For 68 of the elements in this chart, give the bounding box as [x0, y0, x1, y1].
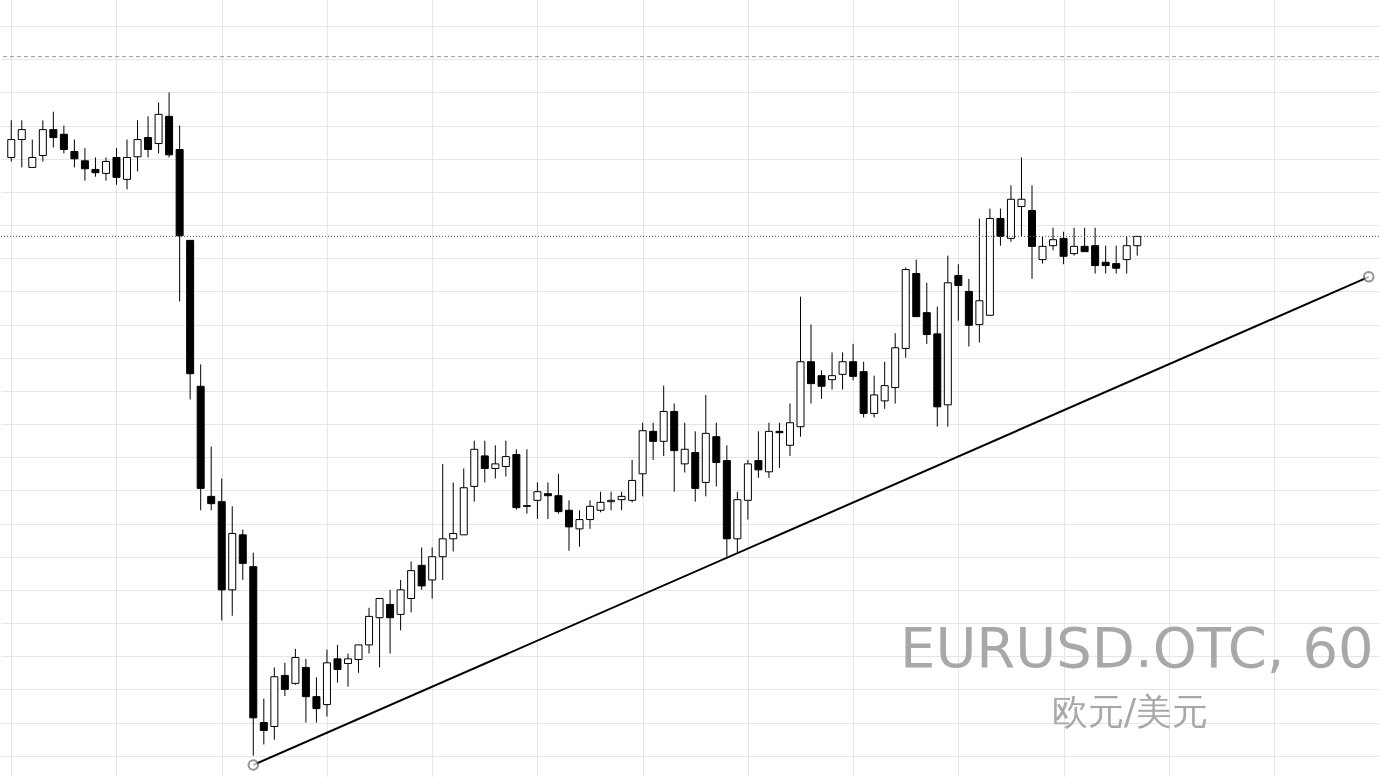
candlestick — [1133, 235, 1142, 257]
candlestick — [922, 282, 931, 345]
candlestick — [649, 422, 658, 461]
candlestick — [617, 491, 626, 511]
candlestick — [680, 422, 689, 473]
candlestick — [870, 375, 879, 418]
candlestick — [628, 459, 637, 503]
candlestick — [428, 546, 437, 599]
candlestick — [554, 473, 563, 515]
candlestick — [333, 644, 342, 684]
candlestick — [754, 430, 763, 479]
candlestick — [501, 440, 510, 477]
candlestick — [1049, 227, 1058, 251]
candlestick — [101, 156, 110, 182]
candlestick — [354, 644, 363, 674]
candlestick — [586, 499, 595, 530]
candlestick — [522, 448, 531, 515]
candlestick — [1091, 227, 1100, 275]
candlestick — [112, 147, 121, 186]
candlestick — [417, 546, 426, 591]
candlestick — [17, 119, 26, 168]
candlestick — [785, 403, 794, 457]
candlestick — [1038, 235, 1047, 265]
text: EURUSD.OTC, 60 — [900, 615, 1374, 681]
candlestick — [564, 499, 573, 552]
candlestick — [1059, 231, 1068, 265]
candlestick — [449, 481, 458, 552]
candlestick — [1112, 245, 1121, 275]
candlestick — [59, 125, 68, 154]
candlestick — [386, 589, 395, 655]
candlestick — [70, 139, 79, 168]
candlestick — [91, 156, 100, 178]
candlestick — [144, 115, 153, 158]
candlestick — [838, 351, 847, 391]
candlestick — [1122, 235, 1131, 275]
candlestick — [133, 119, 142, 172]
candlestick — [533, 481, 542, 520]
candlestick — [480, 440, 489, 483]
candlestick — [312, 676, 321, 724]
candlestick — [1101, 245, 1110, 275]
candlestick — [80, 147, 89, 182]
candlestick — [438, 463, 447, 581]
candlestick — [575, 509, 584, 548]
candlestick — [259, 698, 268, 745]
candlestick — [280, 662, 289, 697]
candlestick — [123, 139, 132, 190]
candlestick — [28, 139, 37, 168]
candlestick — [849, 343, 858, 381]
candlestick — [1017, 156, 1026, 237]
candlestick — [207, 446, 216, 511]
candlestick — [975, 217, 984, 343]
candlestick — [880, 361, 889, 410]
candlestick — [344, 653, 352, 688]
candlestick — [1070, 227, 1079, 257]
candlestick — [775, 422, 784, 469]
text: 欧元/美元 — [1050, 690, 1210, 734]
candlestick — [491, 444, 500, 479]
candlestick — [543, 481, 552, 520]
candlestick — [1080, 227, 1089, 253]
candlestick — [7, 119, 16, 162]
candlestick — [996, 208, 1005, 247]
candlestick — [49, 111, 58, 149]
candlestick — [817, 369, 826, 400]
candlestick — [375, 598, 384, 668]
candlestick — [828, 351, 837, 391]
candlestick — [954, 263, 963, 322]
candlestick — [807, 324, 816, 405]
candlestick — [596, 491, 605, 513]
